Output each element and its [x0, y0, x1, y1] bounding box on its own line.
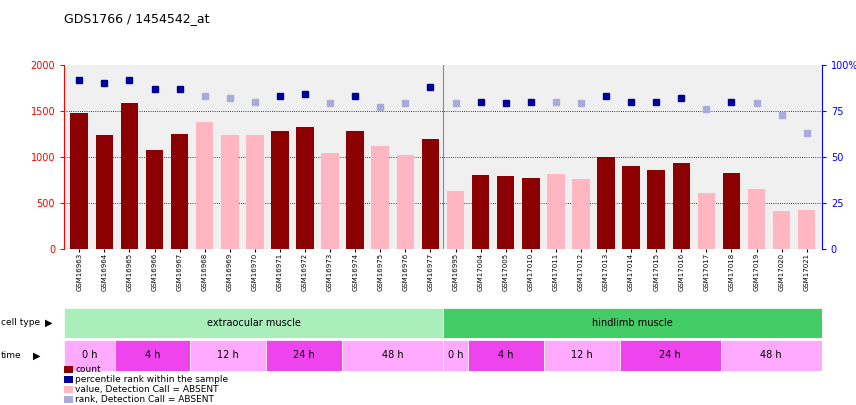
- Text: time: time: [1, 351, 21, 360]
- Bar: [64, 386, 73, 393]
- Bar: [443, 308, 822, 338]
- Bar: [64, 376, 73, 383]
- Bar: [196, 122, 213, 249]
- Bar: [372, 146, 389, 249]
- Bar: [497, 176, 514, 249]
- Bar: [597, 157, 615, 249]
- Text: 12 h: 12 h: [217, 350, 239, 360]
- Text: 24 h: 24 h: [659, 350, 681, 360]
- Text: ▶: ▶: [45, 318, 52, 328]
- Bar: [221, 135, 239, 249]
- Bar: [96, 135, 113, 249]
- Text: 0 h: 0 h: [81, 350, 98, 360]
- Text: extraocular muscle: extraocular muscle: [206, 318, 300, 328]
- Bar: [190, 340, 266, 371]
- Bar: [271, 131, 288, 249]
- Bar: [572, 179, 590, 249]
- Bar: [522, 178, 539, 249]
- Text: 4 h: 4 h: [145, 350, 160, 360]
- Text: 0 h: 0 h: [448, 350, 463, 360]
- Bar: [64, 366, 73, 373]
- Bar: [321, 153, 339, 249]
- Text: percentile rank within the sample: percentile rank within the sample: [75, 375, 229, 384]
- Text: 12 h: 12 h: [571, 350, 592, 360]
- Bar: [547, 175, 565, 249]
- Bar: [70, 113, 88, 249]
- Text: 48 h: 48 h: [760, 350, 782, 360]
- Text: count: count: [75, 365, 101, 374]
- Bar: [544, 340, 620, 371]
- Bar: [721, 340, 822, 371]
- Bar: [146, 149, 163, 249]
- Bar: [422, 139, 439, 249]
- Text: cell type: cell type: [1, 318, 40, 328]
- Bar: [722, 173, 740, 249]
- Bar: [647, 170, 665, 249]
- Bar: [64, 340, 115, 371]
- Bar: [246, 135, 264, 249]
- Bar: [296, 128, 314, 249]
- Bar: [342, 340, 443, 371]
- Text: 24 h: 24 h: [294, 350, 315, 360]
- Bar: [472, 175, 490, 249]
- Bar: [447, 191, 464, 249]
- Text: value, Detection Call = ABSENT: value, Detection Call = ABSENT: [75, 385, 219, 394]
- Bar: [64, 308, 443, 338]
- Bar: [468, 340, 544, 371]
- Bar: [698, 193, 715, 249]
- Bar: [673, 163, 690, 249]
- Bar: [347, 131, 364, 249]
- Bar: [620, 340, 721, 371]
- Bar: [171, 134, 188, 249]
- Bar: [443, 340, 468, 371]
- Bar: [798, 210, 816, 249]
- Text: ▶: ▶: [33, 350, 40, 360]
- Bar: [115, 340, 190, 371]
- Bar: [64, 396, 73, 403]
- Bar: [773, 211, 790, 249]
- Text: GDS1766 / 1454542_at: GDS1766 / 1454542_at: [64, 12, 210, 25]
- Text: hindlimb muscle: hindlimb muscle: [592, 318, 673, 328]
- Bar: [396, 155, 414, 249]
- Bar: [121, 104, 138, 249]
- Text: rank, Detection Call = ABSENT: rank, Detection Call = ABSENT: [75, 395, 214, 404]
- Text: 48 h: 48 h: [382, 350, 403, 360]
- Bar: [622, 166, 640, 249]
- Bar: [266, 340, 342, 371]
- Bar: [748, 189, 765, 249]
- Text: 4 h: 4 h: [498, 350, 514, 360]
